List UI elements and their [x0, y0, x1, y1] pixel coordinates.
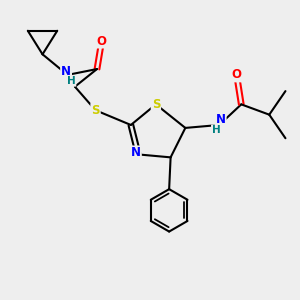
Text: H: H — [212, 125, 220, 135]
Text: H: H — [67, 76, 76, 86]
Text: S: S — [91, 104, 100, 117]
Text: S: S — [152, 98, 160, 111]
Text: O: O — [232, 68, 242, 81]
Text: N: N — [131, 146, 141, 159]
Text: O: O — [96, 34, 106, 48]
Text: N: N — [216, 112, 226, 126]
Text: N: N — [61, 65, 71, 78]
